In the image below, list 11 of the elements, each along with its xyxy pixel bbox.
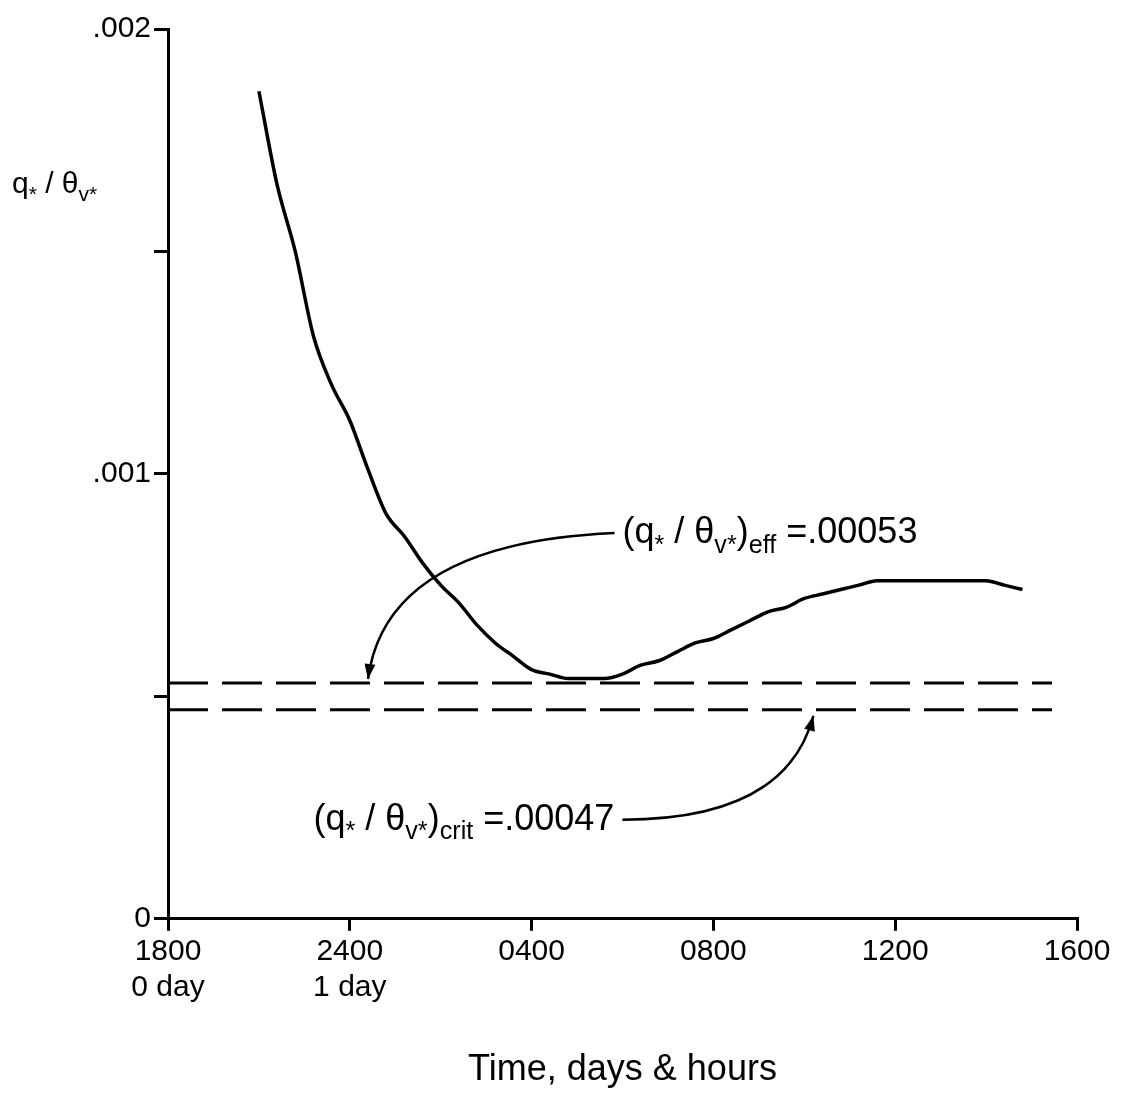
y-tick-label: .001 [92,455,151,489]
x-tick-label: 1600 [1043,933,1111,967]
x-tick-label: 0400 [498,933,565,967]
line-series [257,89,1025,681]
x-tick-label: 1800 0 day [131,933,205,1003]
x-tick-label: 2400 1 day [313,933,387,1003]
y-tick-label: .002 [92,10,151,44]
x-axis-title: Time, days & hours [468,1047,777,1089]
x-tick-label: 0800 [680,933,747,967]
y-tick-label: 0 [134,900,151,934]
x-tick-label: 1200 [861,933,929,967]
